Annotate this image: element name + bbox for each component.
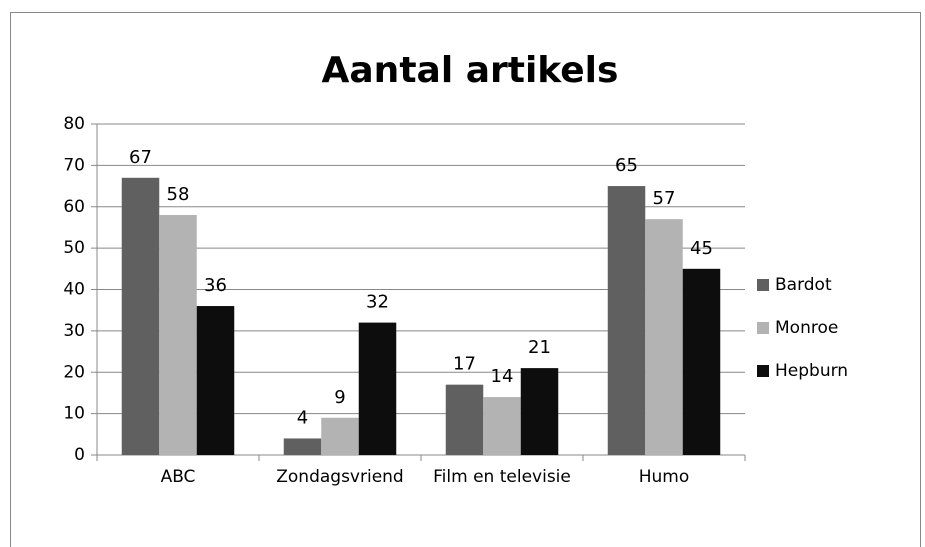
y-tick-label: 10 (63, 404, 85, 424)
legend-swatch (757, 279, 769, 291)
data-label: 9 (334, 387, 345, 408)
data-label: 58 (167, 184, 190, 205)
data-label: 32 (366, 292, 389, 313)
bar (483, 397, 521, 455)
x-tick-label: Humo (639, 467, 690, 487)
legend-label: Monroe (775, 318, 838, 338)
y-tick-label: 60 (63, 197, 85, 217)
y-tick-label: 70 (63, 155, 85, 175)
legend-swatch (757, 322, 769, 334)
y-tick-label: 40 (63, 280, 85, 300)
x-tick-label: ABC (161, 467, 196, 487)
y-tick-label: 30 (63, 321, 85, 341)
bar (196, 306, 235, 455)
legend-swatch (757, 365, 769, 377)
bar (159, 215, 197, 455)
data-label: 57 (653, 188, 676, 209)
bar (607, 186, 646, 455)
y-tick-label: 20 (63, 362, 85, 382)
bar (682, 268, 721, 455)
data-label: 45 (690, 238, 713, 259)
y-tick-label: 80 (63, 114, 85, 134)
data-label: 65 (615, 155, 638, 176)
legend-label: Bardot (775, 275, 832, 295)
bar (358, 322, 397, 455)
y-tick-label: 0 (74, 445, 85, 465)
legend-label: Hepburn (775, 361, 848, 381)
x-tick-label: Film en televisie (433, 467, 571, 487)
bar (645, 219, 683, 455)
bar (445, 384, 484, 455)
x-tick-label: Zondagsvriend (276, 467, 403, 487)
data-label: 14 (491, 366, 514, 387)
data-label: 67 (129, 147, 152, 168)
chart-title: Aantal artikels (322, 50, 619, 91)
data-label: 36 (204, 275, 227, 296)
bar (283, 438, 322, 455)
bar (321, 417, 359, 455)
data-label: 21 (528, 337, 551, 358)
data-label: 17 (453, 354, 476, 375)
y-tick-label: 50 (63, 238, 85, 258)
bar (520, 368, 559, 455)
data-label: 4 (297, 407, 308, 428)
bar (121, 177, 160, 455)
